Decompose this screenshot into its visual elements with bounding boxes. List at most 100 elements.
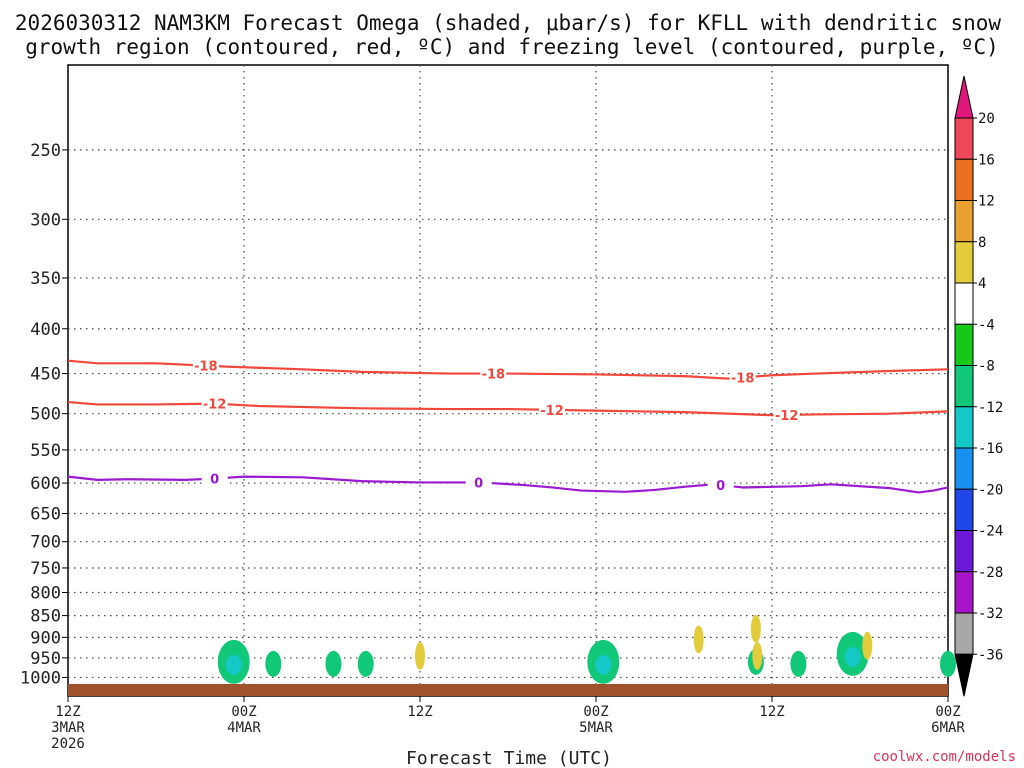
contour-label-bg — [465, 475, 492, 490]
contour-label-bg — [539, 402, 565, 417]
colorbar-swatch — [954, 323, 974, 366]
contour-label-bg — [729, 370, 756, 385]
colorbar-swatch — [954, 612, 974, 655]
y-axis: 2503003504004505005506006507007508008509… — [20, 141, 68, 688]
contour-line — [67, 400, 949, 417]
ground-surface — [68, 684, 948, 696]
y-tick-label: 300 — [30, 210, 61, 230]
y-tick-label: 700 — [30, 533, 61, 553]
x-tick-label: 4MAR — [227, 720, 261, 736]
y-tick-label: 1000 — [20, 668, 61, 688]
y-tick-label: 750 — [30, 559, 61, 579]
colorbar-swatch — [954, 282, 974, 325]
contour-label: 0 — [474, 476, 483, 491]
contour-label: -12 — [203, 398, 227, 413]
colorbar-swatch — [954, 447, 974, 490]
y-tick-label: 450 — [30, 365, 61, 385]
contour-label: -18 — [194, 360, 218, 375]
y-tick-label: 250 — [30, 141, 61, 161]
credit-link[interactable]: coolwx.com/models — [873, 749, 1016, 765]
contour-label: -12 — [775, 409, 799, 424]
y-tick-label: 550 — [30, 441, 61, 461]
colorbar-label: 16 — [978, 152, 995, 168]
y-tick-label: 900 — [30, 628, 61, 648]
x-tick-label: 12Z — [407, 704, 432, 720]
omega-downward-cell — [750, 614, 761, 643]
colorbar-swatch — [954, 241, 974, 284]
colorbar-label: 4 — [978, 276, 986, 292]
colorbar-swatch — [954, 488, 974, 531]
x-tick-label: 5MAR — [579, 720, 613, 736]
colorbar-label: -20 — [978, 482, 1003, 498]
colorbar-swatch — [954, 200, 974, 243]
x-tick-label: 3MAR — [51, 720, 85, 736]
contour-label: 0 — [716, 479, 725, 494]
contour-label-bg — [480, 366, 507, 381]
colorbar-label: 20 — [978, 111, 995, 127]
y-tick-label: 850 — [30, 607, 61, 627]
colorbar-swatch — [954, 406, 974, 449]
omega-upward-cell — [357, 650, 374, 677]
colorbar-label: -12 — [978, 400, 1003, 416]
x-tick-label: 12Z — [55, 704, 80, 720]
colorbar-label: -36 — [978, 647, 1003, 663]
contour-lines: -18 -18 -18 -12 -12 -12 0 0 0 — [67, 358, 949, 494]
contour-label: -18 — [482, 368, 506, 383]
y-tick-label: 350 — [30, 269, 61, 289]
omega-upward-cell — [790, 650, 807, 677]
y-tick-label: 650 — [30, 505, 61, 525]
contour-line — [67, 359, 949, 380]
omega-downward-cell — [862, 631, 873, 660]
omega-downward-cell — [752, 641, 763, 670]
omega-upward-cell — [940, 650, 956, 677]
colorbar-label: -8 — [978, 359, 995, 375]
omega-upward-cell — [265, 650, 282, 677]
x-tick-label: 12Z — [759, 704, 784, 720]
omega-shaded-cells — [68, 614, 956, 696]
contour-label: -12 — [540, 404, 564, 419]
colorbar-swatch — [954, 158, 974, 201]
x-tick-label: 00Z — [935, 704, 960, 720]
contour-label-bg — [707, 478, 734, 493]
y-tick-label: 400 — [30, 320, 61, 340]
gridlines — [67, 64, 949, 697]
colorbar-label: -28 — [978, 565, 1003, 581]
chart-title-line-2: growth region (contoured, red, ºC) and f… — [25, 35, 999, 59]
colorbar-swatch — [954, 530, 974, 573]
y-tick-label: 600 — [30, 474, 61, 494]
x-tick-label: 2026 — [51, 736, 85, 752]
y-tick-label: 500 — [30, 405, 61, 425]
omega-upward-cell-core — [844, 646, 861, 667]
omega-upward-cell-core — [225, 655, 242, 675]
colorbar-swatch — [954, 365, 974, 408]
omega-colorbar: 20 16 12 8 4 -4 -8 -12 -16 -20 -24 -28 -32 -36 — [954, 75, 1003, 697]
contour-line — [67, 475, 949, 494]
x-axis-title: Forecast Time (UTC) — [406, 748, 612, 768]
omega-downward-cell — [693, 625, 704, 654]
contour-label-bg — [773, 407, 800, 422]
colorbar-label: -32 — [978, 606, 1003, 622]
y-tick-label: 800 — [30, 584, 61, 604]
contour-label-bg — [201, 396, 228, 411]
omega-upward-cell-core — [595, 655, 612, 675]
omega-upward-cell — [325, 650, 342, 677]
plot-frame — [67, 64, 949, 697]
omega-downward-cell — [415, 641, 425, 670]
colorbar-label: 8 — [978, 235, 986, 251]
colorbar-top-arrow — [954, 75, 974, 119]
y-tick-label: 950 — [30, 649, 61, 669]
colorbar-label: -16 — [978, 441, 1003, 457]
contour-label-bg — [201, 471, 228, 486]
contour-label: 0 — [210, 473, 219, 488]
colorbar-label: -4 — [978, 317, 995, 333]
colorbar-swatch — [954, 117, 974, 160]
x-tick-label: 00Z — [231, 704, 256, 720]
colorbar-label: -24 — [978, 524, 1003, 540]
colorbar-label: 12 — [978, 194, 995, 210]
contour-label-bg — [192, 358, 219, 373]
colorbar-bottom-arrow — [954, 653, 974, 697]
x-tick-label: 6MAR — [931, 720, 965, 736]
colorbar-swatch — [954, 571, 974, 614]
